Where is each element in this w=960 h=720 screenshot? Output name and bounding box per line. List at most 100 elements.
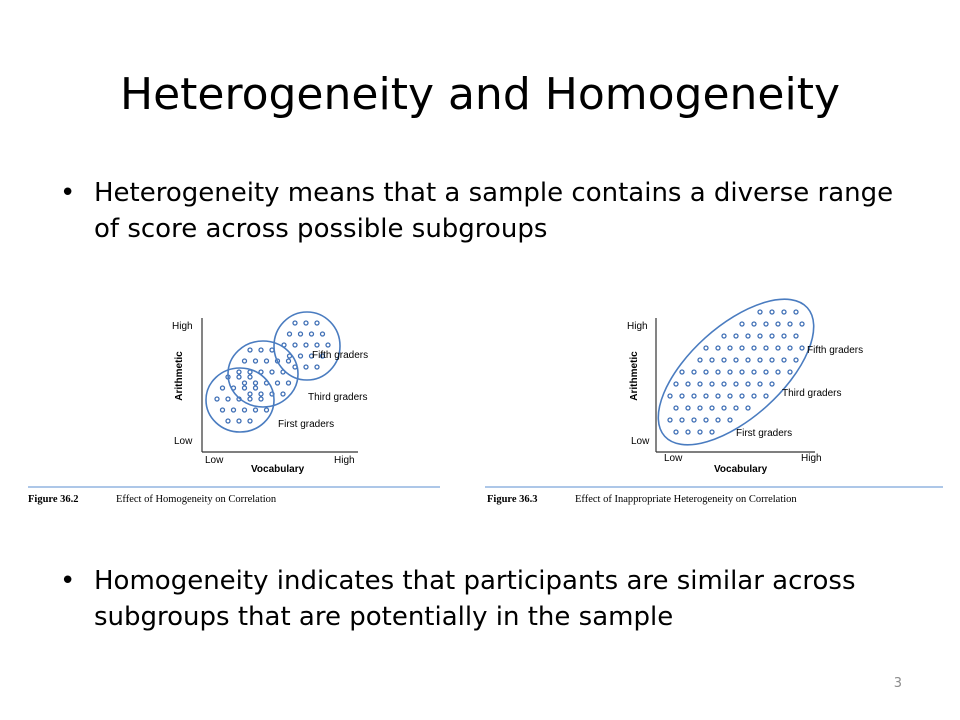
data-point <box>319 331 326 337</box>
data-point <box>308 331 315 337</box>
data-point <box>733 405 739 411</box>
data-point <box>787 345 793 351</box>
data-point <box>715 417 721 423</box>
data-point <box>739 345 745 351</box>
data-point <box>739 393 745 399</box>
data-point <box>751 345 757 351</box>
data-point <box>247 391 253 397</box>
data-point <box>721 333 727 339</box>
data-point <box>258 347 264 353</box>
data-point <box>709 357 715 363</box>
data-point <box>727 345 733 351</box>
data-point <box>721 405 727 411</box>
combined-ellipse <box>657 298 815 446</box>
group-ellipse-fifth <box>273 311 341 381</box>
data-point <box>763 369 769 375</box>
data-point <box>241 385 248 391</box>
data-point <box>763 345 769 351</box>
group-label-fifth: Fifth graders <box>807 345 863 356</box>
data-point <box>225 396 231 402</box>
x-low-label: Low <box>205 455 224 466</box>
data-point <box>715 369 721 375</box>
data-point <box>292 320 298 326</box>
data-point <box>236 369 242 375</box>
group-label-first: First graders <box>278 419 334 430</box>
data-point <box>247 369 253 375</box>
data-point <box>799 321 805 327</box>
data-point <box>236 418 242 424</box>
data-point <box>727 417 733 423</box>
data-point <box>757 309 763 315</box>
data-point <box>739 369 745 375</box>
figure-inappropriate-heterogeneity: High Low Arithmetic Low Vocabulary High … <box>485 298 943 505</box>
data-point <box>263 407 270 413</box>
data-point <box>745 381 751 387</box>
data-point <box>241 358 248 364</box>
data-point <box>673 429 679 435</box>
data-point <box>775 369 781 375</box>
data-point <box>219 385 226 391</box>
data-point <box>769 333 775 339</box>
group-ellipse-third <box>227 340 299 408</box>
data-point <box>757 357 763 363</box>
slide-title: Heterogeneity and Homogeneity <box>119 69 840 120</box>
data-point <box>703 345 709 351</box>
bullet-homogeneity: • Homogeneity indicates that participant… <box>60 563 920 635</box>
data-point <box>745 333 751 339</box>
data-point <box>247 418 253 424</box>
data-point <box>252 385 259 391</box>
data-point <box>769 309 775 315</box>
data-point <box>314 342 320 348</box>
x-high-label: High <box>801 453 822 464</box>
bullet-text: Homogeneity indicates that participants … <box>94 566 856 632</box>
data-point <box>733 381 739 387</box>
y-high-label: High <box>172 321 193 332</box>
data-point <box>225 418 231 424</box>
data-point <box>258 396 264 402</box>
y-low-label: Low <box>174 436 193 447</box>
data-point <box>715 345 721 351</box>
bullet-heterogeneity: • Heterogeneity means that a sample cont… <box>60 175 920 247</box>
y-axis-label: Arithmetic <box>629 351 640 401</box>
data-point <box>314 364 320 370</box>
data-point <box>691 393 697 399</box>
data-point <box>775 345 781 351</box>
bullet-marker: • <box>60 566 76 596</box>
data-point <box>274 380 281 386</box>
data-point <box>685 429 691 435</box>
data-point <box>715 393 721 399</box>
group-label-third: Third graders <box>308 392 367 403</box>
data-point <box>685 381 691 387</box>
data-point <box>691 369 697 375</box>
data-point <box>214 396 220 402</box>
data-point <box>733 357 739 363</box>
data-point <box>303 320 309 326</box>
bullet-marker: • <box>60 178 76 208</box>
data-point <box>280 391 286 397</box>
data-point <box>685 405 691 411</box>
x-low-label: Low <box>664 453 683 464</box>
data-point <box>297 353 304 359</box>
data-point <box>793 357 799 363</box>
data-point <box>721 381 727 387</box>
data-point <box>709 405 715 411</box>
data-point <box>241 407 248 413</box>
slide-number: 3 <box>893 676 902 691</box>
data-point <box>757 333 763 339</box>
data-point <box>745 405 751 411</box>
data-point <box>667 393 673 399</box>
data-point <box>303 364 309 370</box>
data-point <box>263 358 270 364</box>
data-point <box>697 381 703 387</box>
data-point <box>781 357 787 363</box>
data-point <box>721 357 727 363</box>
data-point <box>781 309 787 315</box>
group-label-fifth: Fifth graders <box>312 350 368 361</box>
data-point <box>230 407 237 413</box>
y-low-label: Low <box>631 436 650 447</box>
data-point <box>247 347 253 353</box>
data-point <box>667 417 673 423</box>
figure-caption-number: Figure 36.3 <box>487 494 538 505</box>
data-point <box>727 369 733 375</box>
data-point <box>241 380 248 386</box>
